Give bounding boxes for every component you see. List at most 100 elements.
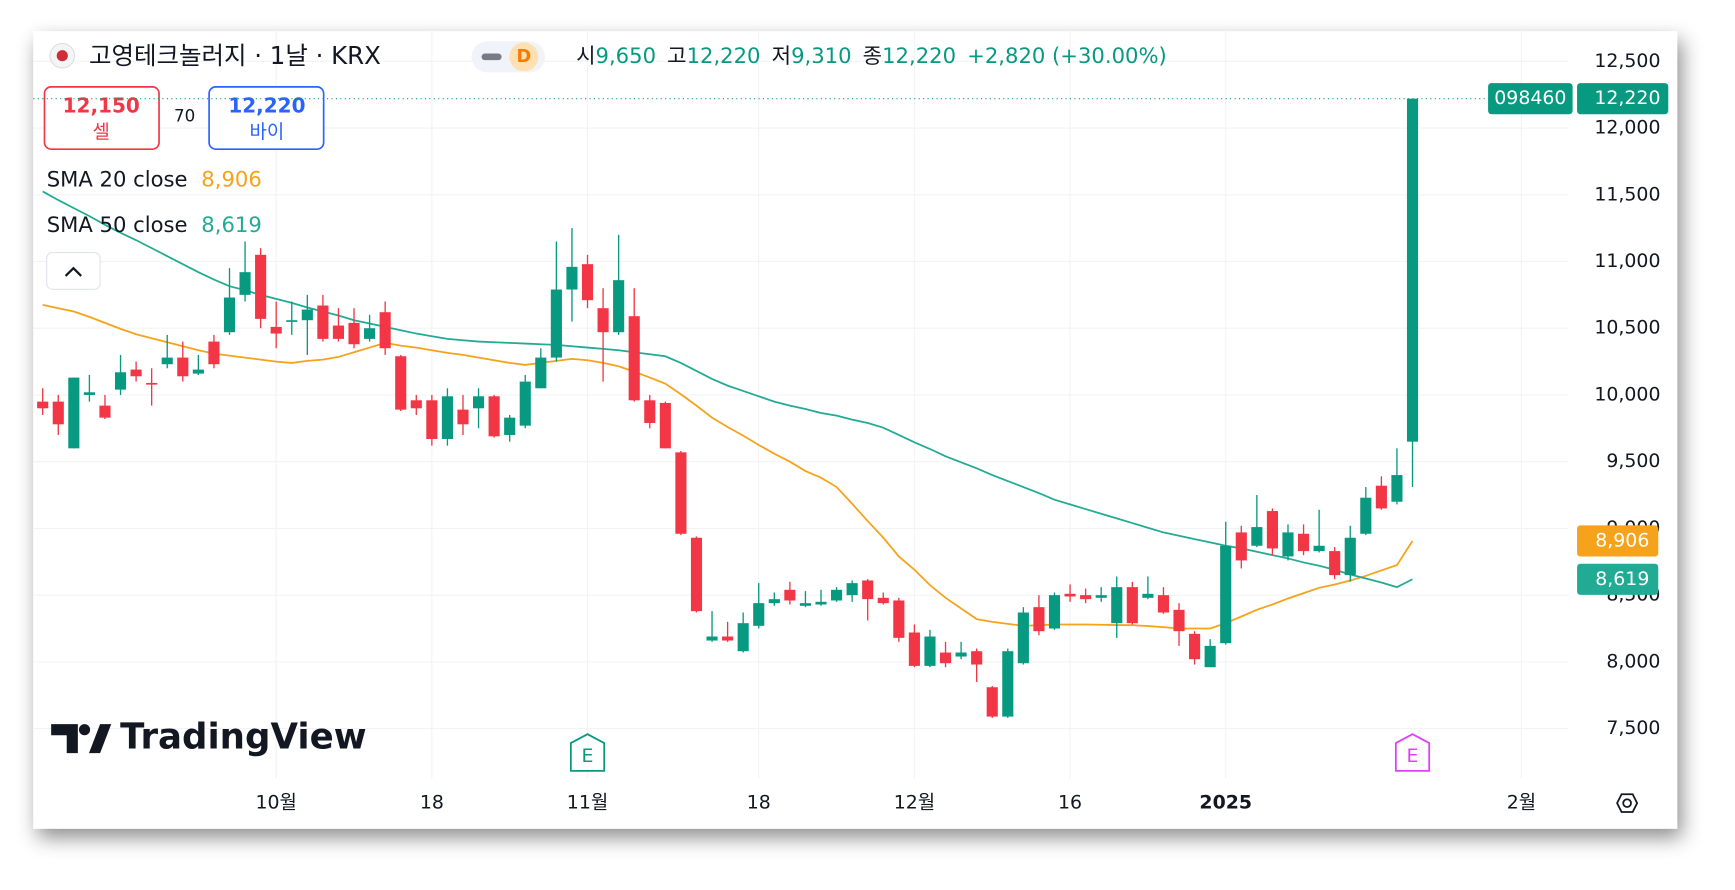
candle-body <box>1313 545 1325 552</box>
candle-body <box>597 308 609 333</box>
candle-body <box>1017 612 1029 664</box>
ohlc-label: 시 <box>576 43 595 68</box>
sell-label: 셀 <box>93 121 110 143</box>
candle-body <box>675 452 687 534</box>
y-tick-label: 11,000 <box>1594 250 1660 272</box>
ohlc-legend: 시9,650 고12,220 저9,310 종12,220 +2,820 (+30.00… <box>576 43 1167 68</box>
candle-body <box>799 603 811 606</box>
candle-body <box>1251 527 1263 546</box>
candle-body <box>815 601 827 605</box>
change: +2,820 (+30.00%) <box>967 43 1167 68</box>
candle-body <box>255 254 267 319</box>
candle-body <box>1095 595 1107 598</box>
y-tick-label: 12,500 <box>1594 50 1660 72</box>
candle-body <box>1204 645 1216 668</box>
ohlc-label: 저 <box>772 43 791 68</box>
flag-icon-center <box>56 50 68 62</box>
sma-badge: 8,906 <box>1595 529 1649 551</box>
candle-body <box>706 636 718 641</box>
legend-name: SMA 20 close <box>47 166 188 191</box>
candle-body <box>955 652 967 657</box>
candle-body <box>1033 607 1045 632</box>
ohlc-value: 9,650 <box>596 43 656 68</box>
y-tick-label: 10,500 <box>1594 317 1660 339</box>
sell-button[interactable] <box>43 86 160 150</box>
ohlc-value: 12,220 <box>882 43 956 68</box>
candle-body <box>1235 532 1247 561</box>
buy-label: 바이 <box>250 121 285 143</box>
candle-body <box>379 312 391 349</box>
candle-body <box>426 400 438 439</box>
sma-badge-bg <box>1577 525 1659 557</box>
candle-body <box>472 396 485 409</box>
candle-body <box>83 392 95 395</box>
candle-body <box>1344 537 1356 576</box>
symbol-badge: 098460 <box>1494 87 1566 109</box>
candle-body <box>1297 533 1310 552</box>
candle-body <box>348 322 360 345</box>
candle-body <box>939 652 952 664</box>
sell-price: 12,150 <box>63 93 140 117</box>
candle-body <box>644 400 656 423</box>
candle-body <box>1157 595 1170 613</box>
candle-body <box>99 405 111 418</box>
candle-body <box>924 636 936 666</box>
candle-body <box>1282 532 1294 557</box>
candle-body <box>908 632 920 666</box>
legend-name: SMA 50 close <box>47 212 188 237</box>
symbol-badge-bg <box>1488 83 1573 115</box>
candle-body <box>846 583 858 596</box>
candle-body <box>737 623 749 652</box>
y-tick-label: 11,500 <box>1594 183 1660 205</box>
x-tick-label: 2월 <box>1507 792 1536 814</box>
candle-body <box>613 280 625 333</box>
candle-body <box>519 381 531 426</box>
candle-body <box>332 325 345 339</box>
candle-body <box>1002 651 1014 717</box>
x-tick-label: 16 <box>1058 792 1082 814</box>
candle-body <box>628 316 640 401</box>
candle-body <box>270 326 282 334</box>
candle-body <box>488 396 500 437</box>
x-tick-label: 18 <box>420 792 444 814</box>
candle-body <box>68 377 80 449</box>
event-label: E <box>1407 745 1419 767</box>
ohlc-value: 12,220 <box>687 43 761 68</box>
sma-line <box>42 190 1413 589</box>
candle-body <box>722 636 734 641</box>
pill-icon <box>481 53 502 61</box>
y-tick-label: 10,000 <box>1594 383 1660 405</box>
collapse-button[interactable] <box>46 252 101 290</box>
interval-circle <box>509 42 539 72</box>
candle-body <box>130 369 142 377</box>
settings-icon[interactable] <box>1616 793 1639 813</box>
candle-body <box>784 589 796 601</box>
candle-body <box>566 266 578 290</box>
price-badge: 12,220 <box>1594 87 1660 109</box>
candle-body <box>550 289 562 358</box>
candle-body <box>535 357 547 389</box>
candle-body <box>395 356 407 410</box>
candle-body <box>893 600 905 638</box>
sma-badge: 8,619 <box>1595 568 1649 590</box>
buy-price: 12,220 <box>228 93 305 117</box>
y-tick-label: 8,000 <box>1606 650 1660 672</box>
event-marker <box>1394 733 1431 772</box>
watermark-logo <box>51 724 112 754</box>
candle-body <box>441 396 453 439</box>
buy-button[interactable] <box>208 86 325 150</box>
candle-body <box>1220 545 1232 644</box>
x-tick-label: 2025 <box>1199 792 1252 814</box>
candle-body <box>161 357 173 365</box>
candle-body <box>1080 595 1092 600</box>
candle-body <box>457 409 469 425</box>
candle-body <box>177 357 189 377</box>
interval-badge: D <box>516 46 531 67</box>
candle-body <box>192 369 204 374</box>
x-tick-label: 18 <box>747 792 771 814</box>
chart-panel <box>33 31 1678 829</box>
candle-body <box>1111 587 1123 624</box>
candle-body <box>223 297 236 333</box>
